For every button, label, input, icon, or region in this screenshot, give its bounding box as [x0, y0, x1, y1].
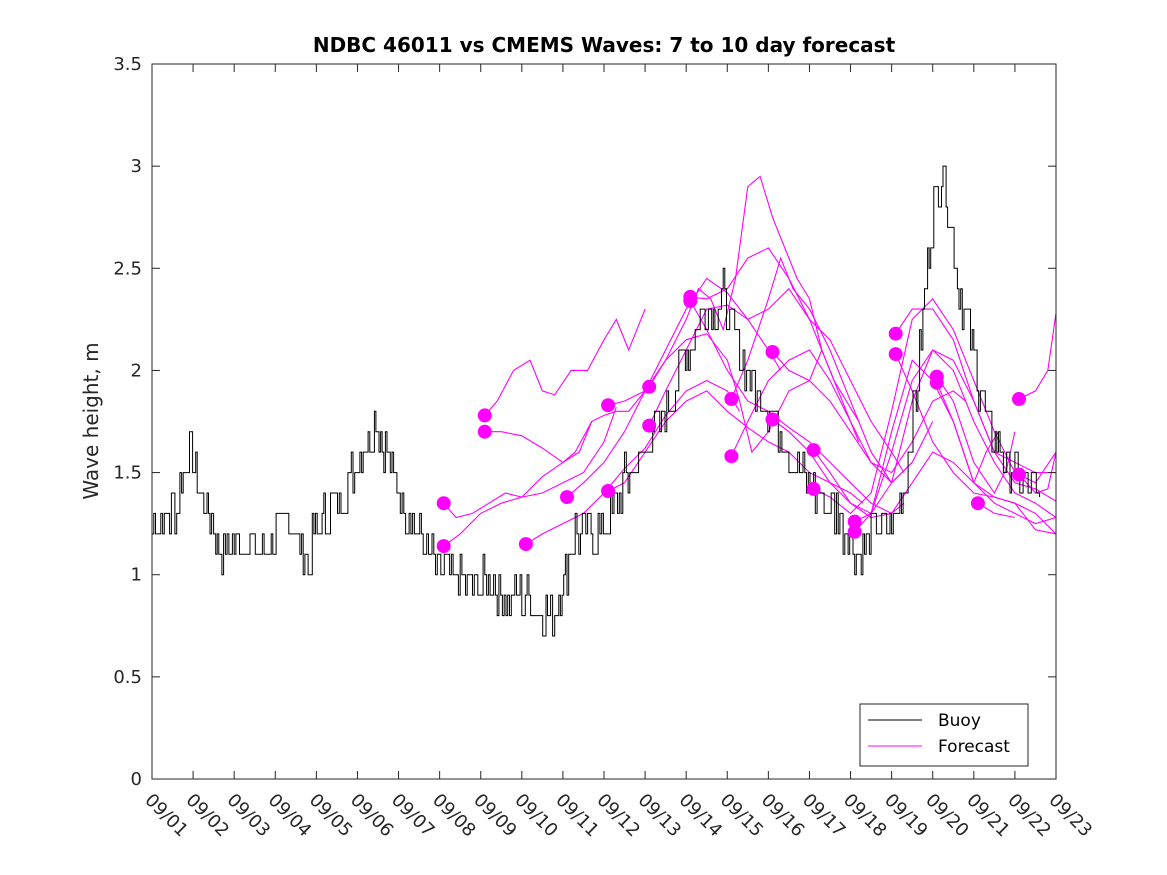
forecast-line-11: [690, 247, 905, 473]
y-tick-label: 2.5: [113, 258, 142, 279]
forecast-marker-26: [1012, 392, 1026, 406]
forecast-line-6: [566, 277, 782, 498]
y-tick-label: 1.5: [113, 463, 142, 484]
forecast-line-19: [854, 349, 1057, 523]
forecast-marker-2: [436, 539, 451, 554]
forecast-line-10: [648, 287, 860, 443]
chart-title: NDBC 46011 vs CMEMS Waves: 7 to 10 day f…: [313, 33, 896, 57]
forecast-marker-10: [642, 418, 657, 433]
marker-layer: [436, 289, 1026, 554]
forecast-marker-5: [518, 537, 533, 552]
legend: Buoy Forecast: [859, 703, 1029, 767]
forecast-marker-21: [888, 326, 903, 341]
forecast-marker-3: [477, 408, 492, 423]
forecast-marker-19: [847, 514, 862, 529]
forecast-line-4: [484, 390, 646, 464]
y-tick-label: 3: [131, 156, 142, 177]
forecast-marker-4: [477, 424, 492, 439]
forecast-line-1: [443, 421, 593, 519]
forecast-marker-17: [806, 443, 821, 458]
forecast-line-24: [936, 382, 1057, 525]
forecast-marker-27: [1012, 467, 1026, 482]
y-tick-label: 0.5: [113, 667, 142, 688]
forecast-line-2: [443, 407, 617, 547]
forecast-line-26: [1018, 313, 1057, 400]
legend-buoy-label: Buoy: [938, 711, 981, 731]
forecast-marker-1: [436, 496, 451, 511]
forecast-line-21: [895, 308, 1056, 474]
y-tick-label: 1: [131, 565, 142, 586]
y-tick-label: 0: [131, 769, 142, 790]
forecast-marker-13: [724, 392, 739, 406]
forecast-line-13: [730, 256, 913, 484]
forecast-marker-24: [929, 375, 944, 390]
forecast-line-15: [772, 351, 966, 474]
forecast-marker-25: [970, 496, 985, 511]
forecast-line-23: [936, 376, 1016, 495]
forecast-marker-15: [765, 345, 780, 359]
y-tick-label: 2: [131, 360, 142, 381]
plot-area: [152, 64, 1056, 779]
forecast-line-27: [1018, 451, 1057, 494]
forecast-marker-9: [642, 379, 657, 394]
y-axis-label: Wave height, m: [79, 342, 103, 499]
forecast-marker-7: [601, 398, 616, 413]
forecast-marker-18: [806, 481, 821, 496]
forecast-marker-20: [847, 524, 862, 539]
buoy-line: [152, 165, 1041, 637]
forecast-marker-6: [560, 490, 574, 505]
forecast-line-14: [730, 349, 934, 484]
y-tick-label: 3.5: [113, 54, 142, 75]
forecast-marker-16: [765, 412, 780, 427]
forecast-line-5: [525, 379, 741, 545]
legend-forecast-label: Forecast: [938, 737, 1010, 757]
forecast-line-22: [895, 353, 1057, 535]
forecast-marker-12: [683, 294, 698, 308]
y-axis: 0 0.5 1 1.5 2 2.5 3 3.5: [113, 54, 1056, 790]
forecast-line-8: [607, 390, 864, 504]
forecast-marker-22: [888, 347, 903, 362]
forecast-marker-8: [601, 484, 616, 498]
forecast-line-3: [484, 308, 646, 416]
forecast-marker-14: [724, 449, 739, 464]
legend-box: [859, 703, 1029, 767]
